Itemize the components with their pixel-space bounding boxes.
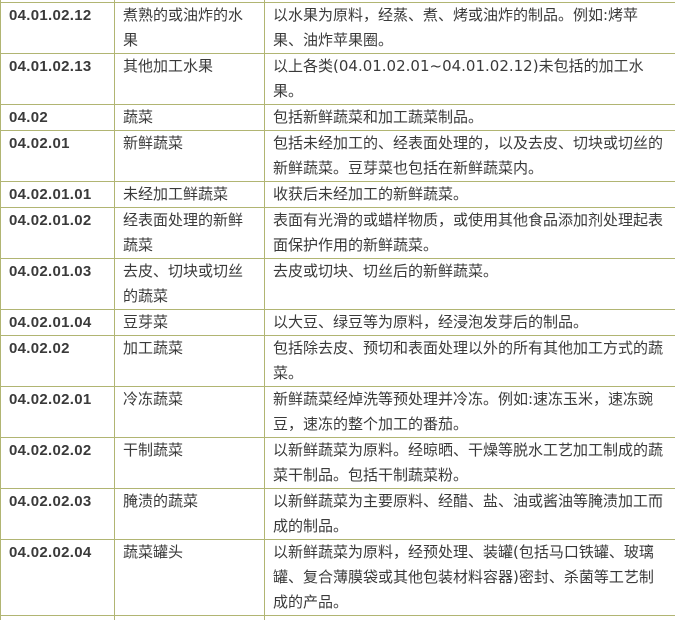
category-description: 包括未经加工的、经表面处理的，以及去皮、切块或切丝的新鲜蔬菜。豆芽菜也包括在新鲜…: [264, 129, 675, 182]
category-name: 干制蔬菜: [114, 436, 265, 489]
category-code: 04.02.02.04: [0, 538, 115, 616]
table-row: 04.02.02.03 腌渍的蔬菜 以新鲜蔬菜为主要原料、经醋、盐、油或酱油等腌…: [0, 487, 675, 540]
category-name: 腌渍的蔬菜: [114, 487, 265, 540]
category-code: 04.02.01.01: [0, 180, 115, 208]
table-row: 04.02.01.03 去皮、切块或切丝的蔬菜 去皮或切块、切丝后的新鲜蔬菜。: [0, 257, 675, 310]
category-name: 蔬菜: [114, 103, 265, 131]
category-name: 经表面处理的新鲜蔬菜: [114, 206, 265, 259]
category-description: 以新鲜蔬菜为原料，经预处理、装罐(包括马口铁罐、玻璃罐、复合薄膜袋或其他包装材料…: [264, 538, 675, 616]
category-code: 04.02.02.03: [0, 487, 115, 540]
category-description: 表面有光滑的或蜡样物质，或使用其他食品添加剂处理起表面保护作用的新鲜蔬菜。: [264, 206, 675, 259]
table-row: 04.02 蔬菜 包括新鲜蔬菜和加工蔬菜制品。: [0, 103, 675, 131]
partial-cell: [264, 614, 675, 620]
category-code: 04.02.02.02: [0, 436, 115, 489]
category-description: 包括新鲜蔬菜和加工蔬菜制品。: [264, 103, 675, 131]
category-code: 04.02.01.02: [0, 206, 115, 259]
category-description: 新鲜蔬菜经焯洗等预处理并冷冻。例如:速冻玉米，速冻豌豆，速冻的整个加工的番茄。: [264, 385, 675, 438]
category-name: 其他加工水果: [114, 52, 265, 105]
category-code: 04.01.02.13: [0, 52, 115, 105]
category-description: 以水果为原料，经蒸、煮、烤或油炸的制品。例如:烤苹果、油炸苹果圈。: [264, 1, 675, 54]
category-description: 收获后未经加工的新鲜蔬菜。: [264, 180, 675, 208]
partial-cell: [0, 614, 115, 620]
category-code: 04.01.02.12: [0, 1, 115, 54]
category-name: 煮熟的或油炸的水果: [114, 1, 265, 54]
category-name: 去皮、切块或切丝的蔬菜: [114, 257, 265, 310]
table-row: 04.02.01.01 未经加工鲜蔬菜 收获后未经加工的新鲜蔬菜。: [0, 180, 675, 208]
category-name: 冷冻蔬菜: [114, 385, 265, 438]
table-row: 04.02.02.02 干制蔬菜 以新鲜蔬菜为原料。经晾晒、干燥等脱水工艺加工制…: [0, 436, 675, 489]
category-description: 包括除去皮、预切和表面处理以外的所有其他加工方式的蔬菜。: [264, 334, 675, 387]
category-name: 加工蔬菜: [114, 334, 265, 387]
table-row: 04.01.02.12 煮熟的或油炸的水果 以水果为原料，经蒸、煮、烤或油炸的制…: [0, 1, 675, 54]
category-code: 04.02.01: [0, 129, 115, 182]
category-description: 去皮或切块、切丝后的新鲜蔬菜。: [264, 257, 675, 310]
category-name: 未经加工鲜蔬菜: [114, 180, 265, 208]
category-description: 以上各类(04.01.02.01~04.01.02.12)未包括的加工水果。: [264, 52, 675, 105]
table-row: 04.02.02.04 蔬菜罐头 以新鲜蔬菜为原料，经预处理、装罐(包括马口铁罐…: [0, 538, 675, 616]
category-description: 以新鲜蔬菜为原料。经晾晒、干燥等脱水工艺加工制成的蔬菜干制品。包括干制蔬菜粉。: [264, 436, 675, 489]
table-row: 04.02.02 加工蔬菜 包括除去皮、预切和表面处理以外的所有其他加工方式的蔬…: [0, 334, 675, 387]
category-name: 新鲜蔬菜: [114, 129, 265, 182]
table-row: 04.02.01.02 经表面处理的新鲜蔬菜 表面有光滑的或蜡样物质，或使用其他…: [0, 206, 675, 259]
category-name: 豆芽菜: [114, 308, 265, 336]
category-code: 04.02.02: [0, 334, 115, 387]
partial-row-bottom: [0, 614, 675, 620]
category-code: 04.02.01.03: [0, 257, 115, 310]
table-row: 04.02.01 新鲜蔬菜 包括未经加工的、经表面处理的，以及去皮、切块或切丝的…: [0, 129, 675, 182]
table-row: 04.02.01.04 豆芽菜 以大豆、绿豆等为原料，经浸泡发芽后的制品。: [0, 308, 675, 336]
table-row: 04.02.02.01 冷冻蔬菜 新鲜蔬菜经焯洗等预处理并冷冻。例如:速冻玉米，…: [0, 385, 675, 438]
category-description: 以新鲜蔬菜为主要原料、经醋、盐、油或酱油等腌渍加工而成的制品。: [264, 487, 675, 540]
partial-cell: [114, 614, 265, 620]
category-code: 04.02.02.01: [0, 385, 115, 438]
category-description: 以大豆、绿豆等为原料，经浸泡发芽后的制品。: [264, 308, 675, 336]
category-code: 04.02: [0, 103, 115, 131]
table-row: 04.01.02.13 其他加工水果 以上各类(04.01.02.01~04.0…: [0, 52, 675, 105]
category-code: 04.02.01.04: [0, 308, 115, 336]
category-name: 蔬菜罐头: [114, 538, 265, 616]
